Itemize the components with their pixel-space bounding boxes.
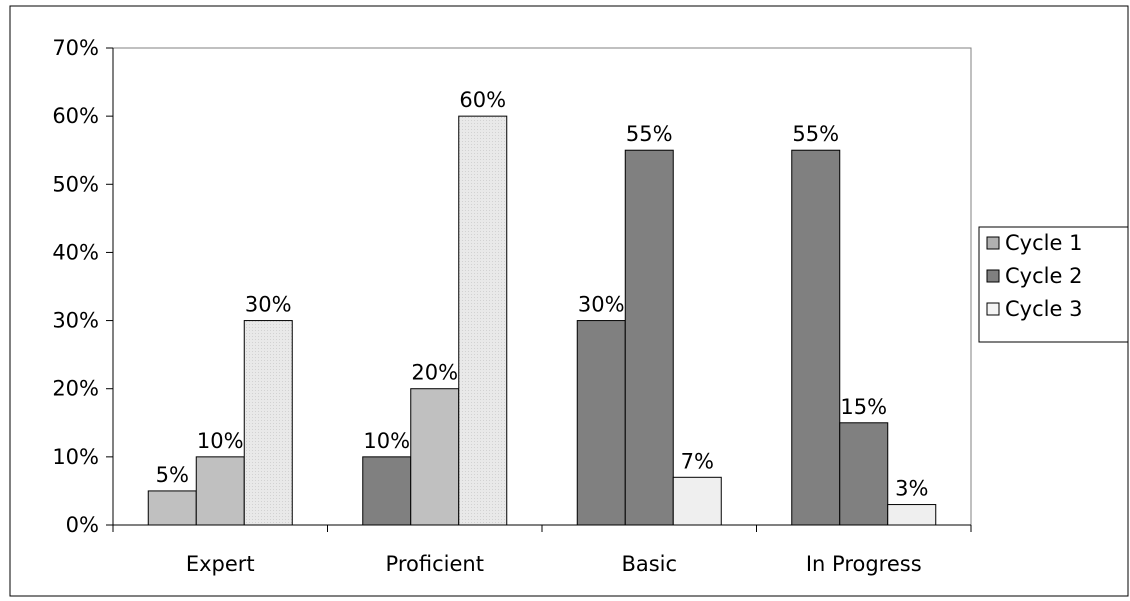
bar	[244, 321, 292, 525]
legend-label: Cycle 3	[1005, 297, 1082, 321]
bar	[840, 423, 888, 525]
y-tick-label: 0%	[66, 513, 99, 537]
bar-value-label: 10%	[363, 429, 410, 453]
bar-value-label: 20%	[411, 361, 458, 385]
legend-swatch	[987, 270, 999, 282]
bar-value-label: 60%	[459, 88, 506, 112]
y-tick-label: 50%	[52, 172, 99, 196]
legend: Cycle 1 Cycle 2 Cycle 3	[979, 227, 1128, 342]
bar	[148, 491, 196, 525]
bar-value-label: 15%	[840, 395, 887, 419]
y-tick-label: 40%	[52, 240, 99, 264]
bar-value-label: 30%	[245, 293, 292, 317]
bar	[792, 150, 840, 525]
legend-label: Cycle 1	[1005, 231, 1082, 255]
bar	[577, 321, 625, 525]
bar	[411, 389, 459, 525]
bar	[888, 505, 936, 525]
x-category-label: Basic	[621, 552, 677, 576]
bar	[459, 116, 507, 525]
legend-swatch	[987, 303, 999, 315]
bar	[625, 150, 673, 525]
bar-value-label: 10%	[197, 429, 244, 453]
y-tick-label: 70%	[52, 36, 99, 60]
bar	[196, 457, 244, 525]
y-tick-label: 20%	[52, 377, 99, 401]
bar-value-label: 30%	[578, 293, 625, 317]
bar	[363, 457, 411, 525]
x-category-label: In Progress	[806, 552, 922, 576]
bar-value-label: 3%	[895, 477, 928, 501]
y-tick-label: 10%	[52, 445, 99, 469]
legend-label: Cycle 2	[1005, 264, 1082, 288]
bar-value-label: 55%	[626, 122, 673, 146]
legend-swatch	[987, 237, 999, 249]
y-tick-label: 60%	[52, 104, 99, 128]
x-category-label: Expert	[186, 552, 255, 576]
bar-value-label: 7%	[681, 449, 714, 473]
bar-value-label: 5%	[156, 463, 189, 487]
y-tick-label: 30%	[52, 309, 99, 333]
bar	[673, 477, 721, 525]
x-category-label: Proficient	[386, 552, 484, 576]
bar-value-label: 55%	[792, 122, 839, 146]
